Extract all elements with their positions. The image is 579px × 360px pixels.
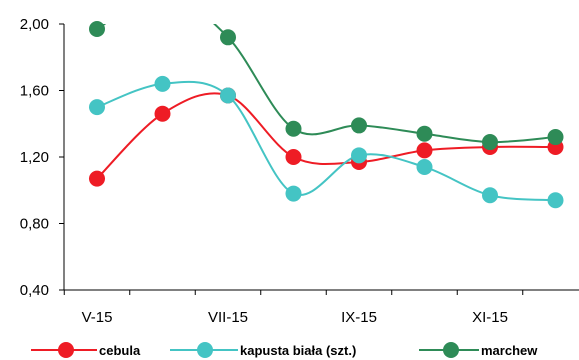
series-lines [96,24,556,202]
data-point [154,75,171,92]
legend-label: kapusta biała (szt.) [240,343,356,358]
data-point [416,125,433,142]
legend-item: marchew [419,342,538,358]
series-line-1 [96,80,556,202]
x-tick-label: XI-15 [472,309,508,326]
series-points [89,20,564,209]
y-tick-label: 2,00 [20,16,49,33]
x-tick-label: VII-15 [208,309,248,326]
legend-label: cebula [99,343,141,358]
data-point [89,99,105,116]
data-point [416,142,433,159]
y-tick-label: 1,60 [20,83,49,100]
legend-marker [197,342,213,358]
data-point [220,29,236,46]
x-axis [63,289,579,295]
data-point [482,187,498,204]
data-point [220,87,236,104]
legend: cebula kapusta biała (szt.) marchew [31,342,538,358]
data-point [89,170,105,187]
y-tick-label: 1,20 [20,149,49,166]
legend-label: marchew [481,343,538,358]
legend-item: kapusta biała (szt.) [170,342,356,358]
y-tick-label: 0,80 [20,216,49,233]
series-line-2 [96,24,556,144]
data-point [285,185,302,202]
x-tick-label: IX-15 [341,309,377,326]
y-axis [59,23,65,291]
legend-item: cebula [31,342,141,358]
data-point [285,149,302,165]
y-tick-label: 0,40 [20,282,49,299]
data-point [154,105,171,122]
data-point [547,129,564,146]
x-tick-labels: V-15 VII-15 IX-15 XI-15 [82,309,508,326]
data-point [482,134,498,151]
data-point [351,117,367,134]
x-tick-label: V-15 [82,309,113,326]
legend-marker [443,342,459,358]
legend-marker [58,342,74,358]
data-point [89,20,105,37]
y-tick-labels: 0,40 0,80 1,20 1,60 2,00 [20,16,49,299]
data-point [416,158,433,175]
data-point [547,192,564,209]
data-point [285,120,302,137]
data-point [351,147,367,164]
